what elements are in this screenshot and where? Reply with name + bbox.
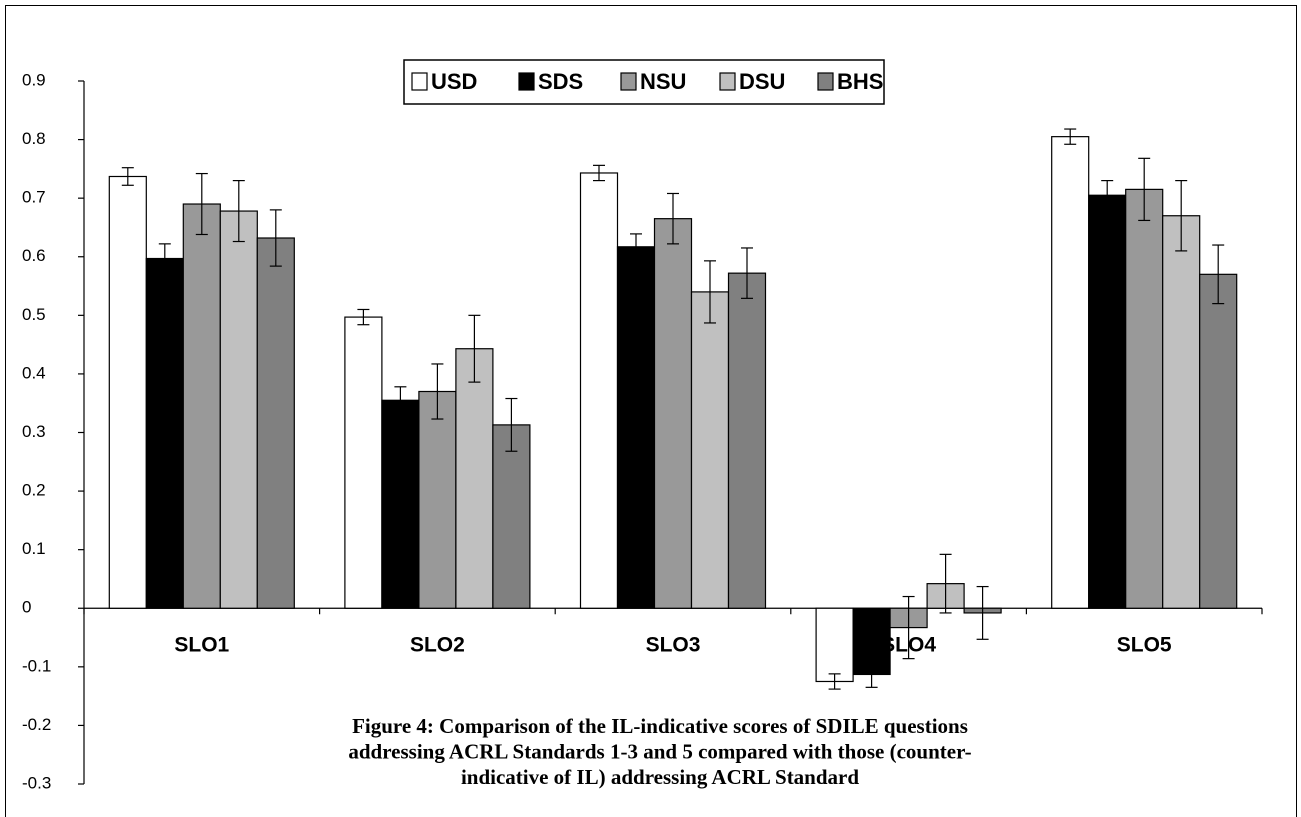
y-tick-label: -0.3 (22, 773, 51, 792)
error-bar (505, 397, 518, 452)
error-bar (195, 172, 208, 236)
error-bar (1064, 128, 1077, 145)
legend-label: DSU (739, 69, 785, 94)
bar (108, 175, 147, 609)
legend-swatch (817, 72, 834, 91)
y-tick-label: -0.1 (22, 656, 51, 675)
legend-swatch (620, 72, 637, 91)
legend-label: SDS (538, 69, 583, 94)
bar (418, 390, 457, 609)
bar (1051, 136, 1090, 609)
bar (579, 172, 619, 609)
legend-swatch (518, 72, 535, 91)
error-bar (865, 660, 878, 688)
error-bar (158, 243, 171, 274)
y-tick-label: 0.8 (22, 129, 46, 148)
y-tick-label: 0.3 (22, 422, 46, 441)
bar (727, 272, 767, 609)
error-bar (232, 179, 245, 243)
x-tick-label: SLO5 (1117, 634, 1172, 657)
bar (690, 291, 730, 609)
error-bar (1212, 244, 1225, 305)
x-tick-label: SLO1 (174, 634, 229, 657)
x-tick-label: SLO3 (646, 634, 701, 657)
x-tick-label: SLO4 (881, 634, 936, 657)
error-bar (468, 314, 481, 383)
bar (815, 607, 854, 683)
error-bar (630, 233, 642, 261)
error-bar (976, 585, 989, 640)
error-bar (704, 260, 716, 324)
y-tick-label: 0.9 (22, 70, 46, 89)
error-bar (357, 308, 370, 326)
y-tick-label: -0.2 (22, 715, 51, 734)
bar (145, 257, 184, 609)
error-bar (902, 595, 915, 660)
error-bar (828, 673, 841, 690)
bar (381, 399, 420, 609)
error-bar (121, 167, 134, 186)
bar (492, 424, 531, 609)
y-tick-label: 0.1 (22, 539, 46, 558)
legend-box (403, 59, 885, 105)
legend-label: USD (431, 69, 477, 94)
caption: indicative of IL) addressing ACRL Standa… (461, 765, 859, 789)
error-bar (1138, 157, 1151, 222)
bar (219, 210, 258, 609)
bar (653, 218, 693, 609)
error-bar (431, 363, 444, 420)
error-bar (1175, 179, 1188, 252)
error-bar (667, 192, 679, 245)
error-bar (593, 164, 605, 182)
legend-label: BHS (837, 69, 883, 94)
y-tick-label: 0 (22, 598, 31, 617)
x-tick-label: SLO2 (410, 634, 465, 657)
y-tick-label: 0.5 (22, 305, 46, 324)
y-tick-label: 0.4 (22, 363, 46, 382)
bar (256, 237, 295, 609)
y-tick-label: 0.2 (22, 481, 46, 500)
bar (344, 316, 383, 609)
legend-swatch (411, 72, 428, 91)
legend-label: NSU (640, 69, 686, 94)
caption: addressing ACRL Standards 1-3 and 5 comp… (348, 739, 971, 763)
bar (1162, 215, 1201, 609)
error-bar (269, 209, 282, 267)
y-tick-label: 0.7 (22, 188, 46, 207)
bar (182, 203, 221, 609)
bar (455, 348, 494, 609)
y-tick-label: 0.6 (22, 246, 46, 265)
bar (1125, 188, 1164, 609)
legend-swatch (719, 72, 736, 91)
bar (1088, 194, 1127, 609)
bar (1199, 273, 1238, 609)
error-bar (394, 386, 407, 415)
caption: Figure 4: Comparison of the IL-indicativ… (352, 714, 968, 738)
error-bar (939, 553, 952, 614)
error-bar (1101, 179, 1114, 211)
frame (5, 5, 1297, 817)
bar (616, 246, 656, 609)
error-bar (741, 247, 753, 299)
